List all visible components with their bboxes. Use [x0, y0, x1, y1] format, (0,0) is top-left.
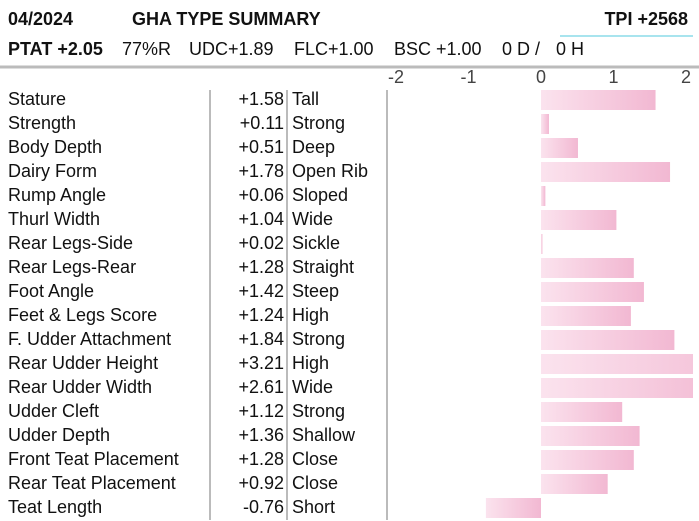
- value-label: +1.28: [238, 449, 284, 469]
- trait-name: Body Depth: [8, 137, 102, 157]
- bar: [541, 114, 549, 134]
- bar: [541, 450, 634, 470]
- summary-item: UDC+1.89: [189, 39, 274, 59]
- trait-name: Thurl Width: [8, 209, 100, 229]
- bar: [541, 474, 608, 494]
- trait-name: Feet & Legs Score: [8, 305, 157, 325]
- bar: [541, 354, 693, 374]
- descriptor: Close: [292, 449, 338, 469]
- value-label: +1.42: [238, 281, 284, 301]
- value-label: +0.11: [240, 113, 284, 133]
- trait-name: Front Teat Placement: [8, 449, 179, 469]
- value-label: +0.92: [238, 473, 284, 493]
- value-label: +1.24: [238, 305, 284, 325]
- x-tick-label: -1: [460, 67, 476, 87]
- descriptor: Strong: [292, 113, 345, 133]
- x-tick-label: 2: [681, 67, 691, 87]
- trait-name: Rear Udder Height: [8, 353, 158, 373]
- descriptor: Deep: [292, 137, 335, 157]
- trait-name: F. Udder Attachment: [8, 329, 171, 349]
- bar: [485, 498, 541, 518]
- value-label: +2.61: [238, 377, 284, 397]
- value-label: +3.21: [238, 353, 284, 373]
- summary-item: PTAT +2.05: [8, 39, 103, 59]
- bar: [541, 210, 617, 230]
- descriptor: Straight: [292, 257, 354, 277]
- trait-name: Foot Angle: [8, 281, 94, 301]
- value-label: -0.76: [243, 497, 284, 517]
- date: 04/2024: [8, 9, 73, 29]
- tpi: TPI +2568: [604, 9, 688, 29]
- x-tick-label: -2: [388, 67, 404, 87]
- trait-name: Rear Legs-Rear: [8, 257, 136, 277]
- trait-name: Rear Udder Width: [8, 377, 152, 397]
- trait-name: Stature: [8, 89, 66, 109]
- descriptor: Wide: [292, 209, 333, 229]
- value-label: +1.58: [238, 89, 284, 109]
- summary-item: BSC +1.00: [394, 39, 482, 59]
- descriptor: Open Rib: [292, 161, 368, 181]
- descriptor: Strong: [292, 329, 345, 349]
- trait-name: Rear Teat Placement: [8, 473, 176, 493]
- descriptor: Wide: [292, 377, 333, 397]
- summary-item: 0 H: [556, 39, 584, 59]
- value-label: +0.02: [238, 233, 284, 253]
- trait-name: Teat Length: [8, 497, 102, 517]
- bar: [541, 282, 644, 302]
- descriptor: Tall: [292, 89, 319, 109]
- trait-name: Udder Depth: [8, 425, 110, 445]
- descriptor: Close: [292, 473, 338, 493]
- value-label: +0.06: [238, 185, 284, 205]
- descriptor: Sloped: [292, 185, 348, 205]
- x-tick-label: 1: [608, 67, 618, 87]
- descriptor: Short: [292, 497, 335, 517]
- bar: [541, 330, 675, 350]
- trait-name: Rump Angle: [8, 185, 106, 205]
- value-label: +0.51: [238, 137, 284, 157]
- bar: [541, 426, 640, 446]
- trait-name: Strength: [8, 113, 76, 133]
- bar: [541, 258, 634, 278]
- bar: [541, 186, 546, 206]
- trait-name: Udder Cleft: [8, 401, 99, 421]
- value-label: +1.04: [238, 209, 284, 229]
- bar: [541, 306, 631, 326]
- bar: [541, 162, 671, 182]
- bar: [541, 378, 693, 398]
- value-label: +1.78: [238, 161, 284, 181]
- descriptor: High: [292, 305, 329, 325]
- summary-item: 0 D /: [502, 39, 540, 59]
- descriptor: Sickle: [292, 233, 340, 253]
- trait-name: Rear Legs-Side: [8, 233, 133, 253]
- value-label: +1.36: [238, 425, 284, 445]
- value-label: +1.12: [238, 401, 284, 421]
- descriptor: Strong: [292, 401, 345, 421]
- bar: [541, 90, 656, 110]
- x-tick-label: 0: [536, 67, 546, 87]
- bar: [541, 138, 578, 158]
- summary-item: FLC+1.00: [294, 39, 374, 59]
- summary-item: 77%R: [122, 39, 171, 59]
- bar-area: [485, 90, 693, 518]
- bar: [541, 402, 623, 422]
- descriptor: High: [292, 353, 329, 373]
- descriptor: Shallow: [292, 425, 356, 445]
- bar: [541, 234, 543, 254]
- trait-name: Dairy Form: [8, 161, 97, 181]
- title: GHA TYPE SUMMARY: [132, 9, 321, 29]
- value-label: +1.28: [238, 257, 284, 277]
- descriptor: Steep: [292, 281, 339, 301]
- value-label: +1.84: [238, 329, 284, 349]
